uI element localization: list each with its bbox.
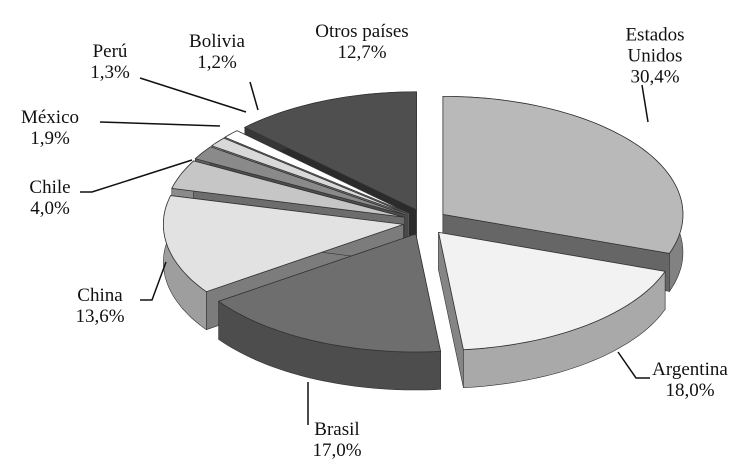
leaders: [80, 77, 650, 425]
slice: [163, 195, 404, 293]
value-label: 1,9%: [30, 128, 70, 149]
category-label: China: [77, 285, 123, 306]
slice: [442, 96, 684, 254]
category-label: Argentina: [652, 359, 728, 380]
leader-line: [617, 351, 650, 379]
category-label: Bolivia: [189, 31, 245, 52]
value-label: 30,4%: [630, 66, 680, 88]
slice-label: Argentina 18,0%: [610, 359, 755, 401]
value-label: 12,7%: [337, 42, 387, 63]
slice: [217, 233, 442, 353]
slices: [163, 91, 684, 391]
slice-label: Otros países 12,7%: [262, 21, 462, 63]
slice: [210, 137, 408, 215]
category-label: Chile: [29, 177, 71, 198]
slice-label: Perú 1,3%: [60, 41, 160, 83]
slice-label: Chile 4,0%: [0, 177, 100, 219]
value-label: 4,0%: [30, 198, 70, 219]
category-label: Otros países: [315, 21, 409, 42]
leader-line: [140, 261, 167, 301]
leader-line: [80, 159, 193, 193]
leader-line: [139, 77, 247, 113]
leader-line: [99, 121, 221, 127]
slice-label: Bolivia 1,2%: [157, 31, 277, 73]
category-label: Estados Unidos: [625, 24, 685, 67]
slice-label: Brasil 17,0%: [277, 419, 397, 461]
slice-label: China 13,6%: [40, 285, 160, 327]
slice: [194, 146, 407, 216]
value-label: 1,3%: [90, 62, 130, 83]
value-label: 1,2%: [197, 52, 237, 73]
slice: [438, 231, 666, 351]
category-label: Perú: [92, 41, 128, 62]
category-label: México: [20, 107, 80, 128]
leader-line: [249, 81, 259, 111]
value-label: 17,0%: [312, 440, 362, 461]
slice: [171, 160, 405, 218]
slice: [243, 91, 417, 211]
value-label: 18,0%: [665, 380, 715, 401]
slice-label: Estados Unidos 30,4%: [600, 25, 710, 88]
category-label: Brasil: [314, 419, 360, 440]
leader-line: [641, 84, 649, 123]
slice-label: México 1,9%: [0, 107, 110, 149]
value-label: 13,6%: [75, 306, 125, 327]
slice: [224, 130, 409, 214]
